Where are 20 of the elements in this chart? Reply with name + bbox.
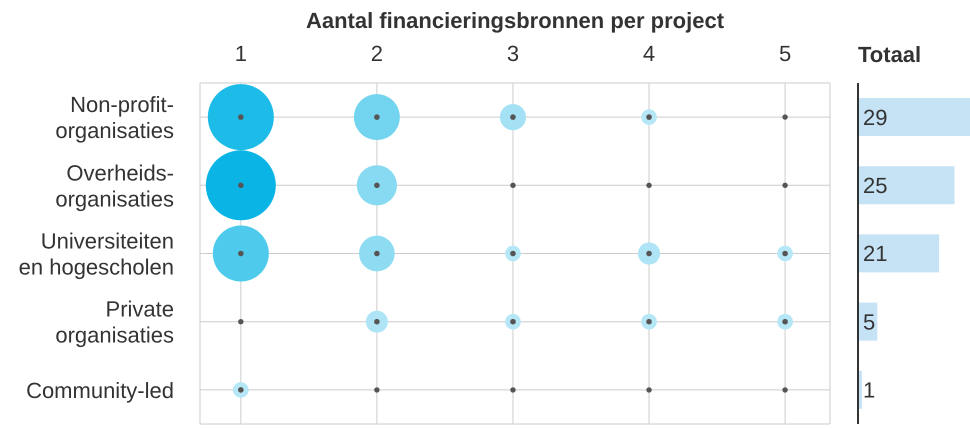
y-tick-label: Overheids-organisaties [55,160,174,211]
y-tick-label: Universiteiten en hogescholen [18,228,174,279]
data-label: 21 [863,241,888,266]
bar [858,166,955,204]
data-label: 25 [863,173,888,198]
x-tick-label: 2 [370,41,384,66]
chart-title: Totaal [858,42,922,68]
data-label: 1 [863,378,876,403]
x-tick-label: 4 [642,41,656,66]
x-tick-label: 3 [506,41,520,66]
x-tick-label: 1 [234,41,247,66]
bar [858,98,970,136]
y-tick-label: Private organisaties [55,296,174,348]
x-axis-title: Aantal financieringsbronnen per project [304,8,726,34]
data-label: 29 [863,104,888,130]
y-tick-label: Community-led [26,377,174,402]
data-label: 5 [863,309,876,334]
x-tick-label: 5 [778,41,792,66]
bar [858,234,940,272]
y-tick-label: Non-profit-organisaties [55,92,174,143]
